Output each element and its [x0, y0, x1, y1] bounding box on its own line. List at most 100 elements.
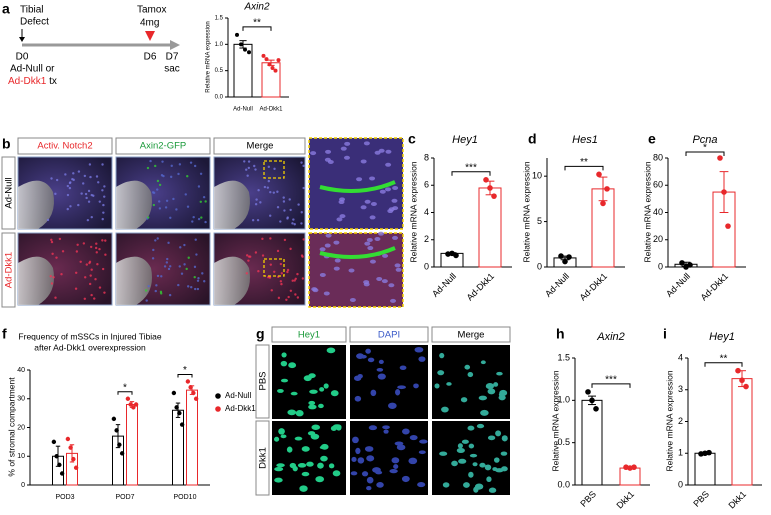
cell [301, 277, 305, 280]
cell [201, 272, 204, 275]
nucleus [351, 456, 357, 462]
nucleus [277, 388, 284, 393]
cell [55, 178, 59, 182]
cell [97, 181, 100, 184]
nucleus [294, 436, 303, 441]
cell [90, 268, 93, 271]
y-tick-label: 1.5 [215, 16, 224, 22]
cell [339, 214, 346, 219]
y-tick-label: 0.5 [215, 68, 224, 74]
cell [374, 150, 381, 155]
cell [286, 270, 289, 274]
cell [292, 218, 295, 221]
x-tick-label: Ad-Null [233, 107, 253, 113]
data-point [59, 471, 65, 476]
cell [193, 164, 197, 168]
cell [273, 167, 276, 171]
cell [183, 243, 186, 247]
cell [87, 189, 91, 193]
x-tick-label: Ad-Dkk1 [465, 271, 496, 302]
nucleus [396, 444, 406, 451]
data-point [185, 379, 191, 384]
x-tick-label: POD10 [174, 494, 197, 501]
nucleus [332, 470, 341, 477]
data-point [171, 390, 177, 396]
legend-label: Ad-Null [225, 391, 251, 400]
cell [101, 239, 104, 242]
significance-bracket [704, 362, 743, 367]
cell [92, 194, 95, 197]
cell [247, 259, 250, 262]
cell [283, 209, 286, 212]
cell [282, 196, 285, 199]
nucleus [478, 395, 487, 401]
nucleus [419, 439, 428, 444]
cell [83, 174, 87, 178]
cell [85, 263, 89, 266]
fiber [319, 180, 396, 193]
nucleus [308, 400, 316, 406]
nucleus [357, 457, 365, 464]
y-tick-label: 0.0 [215, 95, 224, 101]
nucleus [311, 424, 321, 430]
cell [269, 190, 272, 194]
y-tick-label: 2 [424, 234, 429, 244]
cell [270, 289, 273, 292]
cell [193, 275, 196, 279]
cell [94, 278, 97, 281]
cell [167, 241, 170, 245]
y-tick-label: 3 [678, 384, 683, 394]
data-point [128, 402, 133, 407]
cell [379, 189, 386, 194]
y-tick-label: 5 [537, 216, 542, 226]
y-axis-label: Relative mRNA expression [408, 161, 418, 262]
y-tick-label: 40 [653, 207, 663, 217]
panel-letters: a b c d e f g h i [2, 1, 667, 342]
cell [147, 216, 150, 219]
significance-bracket [451, 171, 491, 176]
cell [344, 141, 351, 146]
cell [94, 246, 98, 250]
bar [186, 389, 198, 486]
significance-label: *** [605, 375, 617, 386]
cell [263, 185, 267, 189]
cell [98, 200, 101, 203]
panel-letter: h [556, 326, 565, 342]
cell [254, 251, 258, 254]
cell [285, 298, 288, 301]
nucleus [280, 378, 289, 383]
nucleus [366, 455, 375, 462]
cell [302, 164, 305, 168]
nucleus [361, 471, 369, 477]
header-box [115, 137, 211, 155]
nucleus [441, 406, 449, 413]
nucleus [370, 389, 377, 397]
cell [323, 291, 330, 296]
nucleus [418, 450, 426, 455]
cell [103, 185, 106, 188]
marker [145, 31, 155, 41]
cell [101, 217, 104, 221]
y-tick-label: 20 [653, 234, 663, 244]
cell [245, 168, 248, 171]
nucleus [326, 347, 336, 354]
row-label: Ad-Dkk1 [4, 252, 15, 288]
y-axis-label: Relative mRNA expression [664, 370, 674, 471]
nucleus [487, 435, 496, 441]
cell [80, 192, 83, 195]
chart-title: Axin2 [596, 331, 625, 343]
bone [214, 180, 250, 229]
cell [165, 261, 169, 264]
cell [87, 200, 91, 203]
bar [731, 378, 753, 486]
cell [77, 170, 81, 173]
cell [366, 237, 373, 242]
data-point [679, 260, 685, 266]
cell [370, 201, 377, 206]
cell [75, 250, 79, 253]
data-point [179, 422, 185, 427]
nucleus [458, 458, 467, 464]
y-tick-label: 80 [653, 152, 663, 162]
cell [273, 270, 276, 273]
data-point [119, 451, 125, 456]
